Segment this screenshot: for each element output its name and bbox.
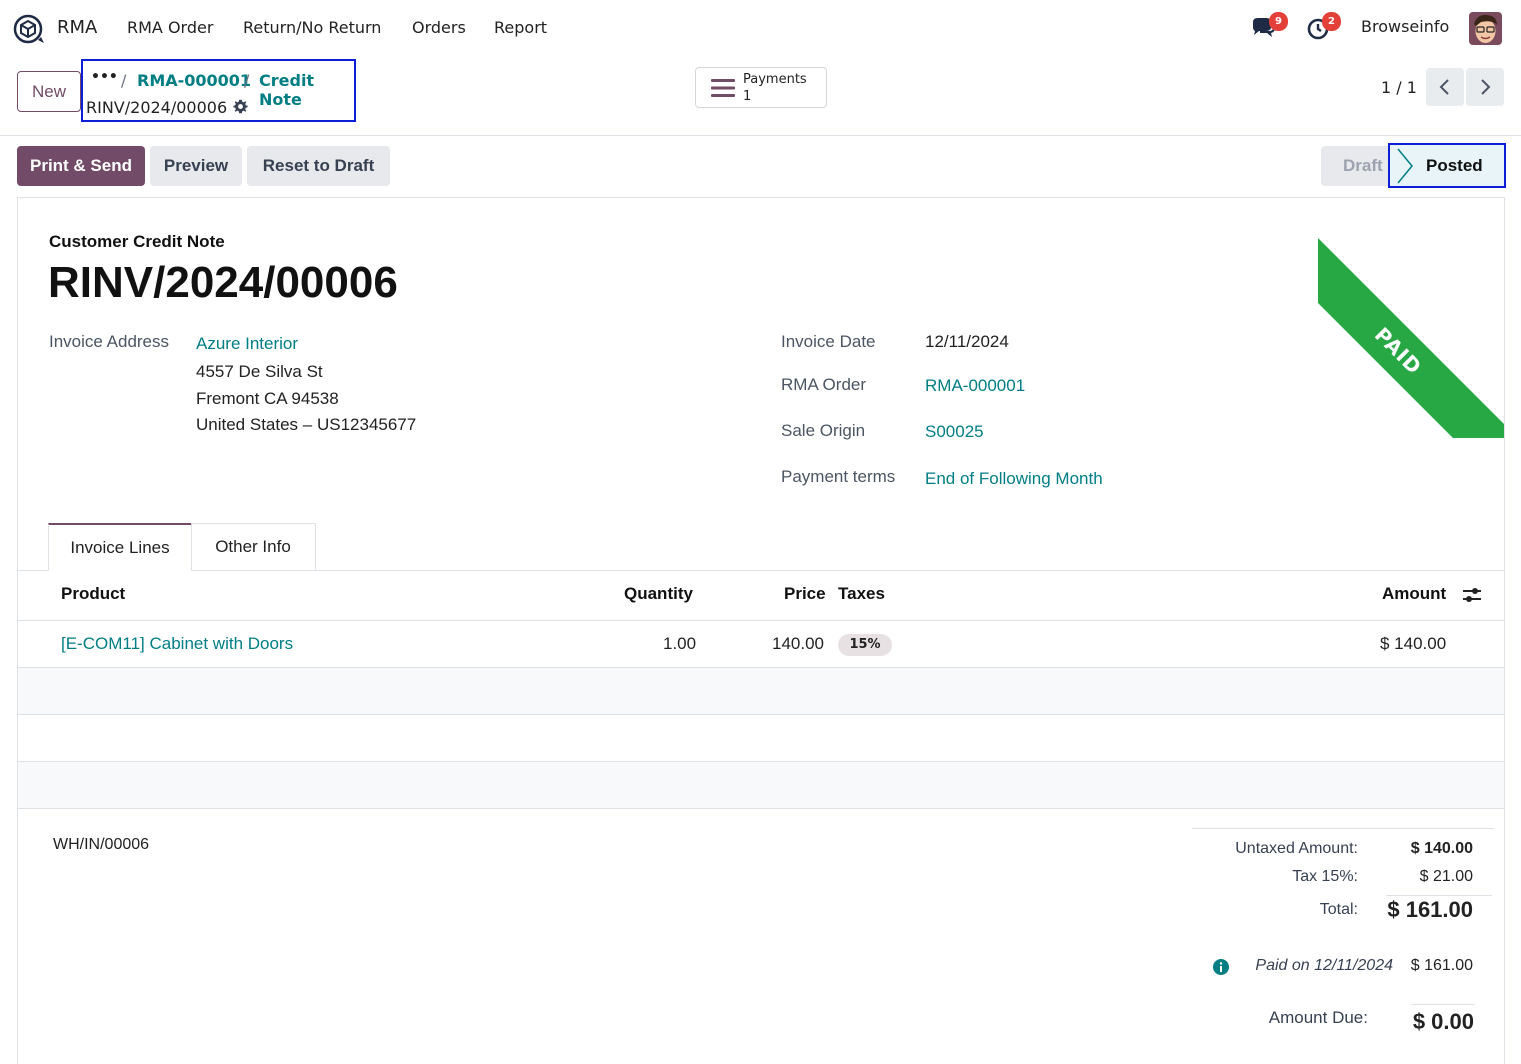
menu-return-no-return[interactable]: Return/No Return (243, 18, 382, 37)
address-line-1: 4557 De Silva St (196, 362, 323, 381)
total-value: $ 161.00 (1387, 897, 1473, 922)
menu-rma-order[interactable]: RMA Order (127, 18, 214, 37)
status-draft[interactable]: Draft (1321, 146, 1393, 186)
breadcrumb-rma-order[interactable]: RMA-000001 (137, 71, 252, 90)
tax-value: $ 21.00 (1419, 868, 1473, 885)
amount-due-divider (1411, 1004, 1475, 1005)
payment-terms-label: Payment terms (781, 467, 896, 486)
sale-origin-label: Sale Origin (781, 421, 866, 440)
untaxed-amount-label: Untaxed Amount: (1235, 840, 1358, 857)
tab-invoice-lines[interactable]: Invoice Lines (48, 523, 192, 571)
pager-value[interactable]: 1 / 1 (1381, 78, 1417, 97)
line-tax-badge[interactable]: 15% (838, 634, 892, 656)
payments-label: Payments (743, 72, 807, 87)
amount-due-value: $ 0.00 (1412, 1009, 1474, 1034)
control-panel: New ••• / RMA-000001 / Credit Note RINV/… (0, 56, 1521, 136)
user-name[interactable]: Browseinfo (1361, 17, 1450, 36)
breadcrumb-more-button[interactable]: ••• (91, 69, 118, 85)
preview-button[interactable]: Preview (150, 146, 242, 186)
tax-label: Tax 15%: (1292, 868, 1358, 885)
payment-terms-link[interactable]: End of Following Month (925, 469, 1103, 488)
table-row-divider (18, 761, 1504, 762)
reference-note[interactable]: WH/IN/00006 (53, 836, 150, 853)
menu-report[interactable]: Report (494, 18, 548, 37)
status-posted[interactable]: Posted (1388, 143, 1506, 188)
chevron-left-icon (1439, 79, 1449, 95)
breadcrumb-credit-note[interactable]: Credit Note (259, 71, 315, 109)
table-row-divider (18, 808, 1504, 809)
list-bars-icon (711, 79, 735, 97)
invoice-date-field[interactable]: 12/11/2024 (925, 332, 1009, 351)
rma-order-label: RMA Order (781, 375, 867, 394)
payments-smart-button[interactable]: Payments 1 (695, 67, 827, 108)
form-sheet: PAID Customer Credit Note RINV/2024/0000… (17, 197, 1505, 1064)
column-taxes[interactable]: Taxes (838, 584, 885, 603)
paid-ribbon: PAID (1318, 198, 1504, 438)
paid-ribbon-label: PAID (1318, 218, 1504, 438)
paid-on-value: $ 161.00 (1410, 957, 1473, 974)
print-send-button[interactable]: Print & Send (17, 146, 145, 186)
column-quantity[interactable]: Quantity (624, 584, 693, 603)
table-row-divider (18, 714, 1504, 715)
app-name[interactable]: RMA (57, 17, 98, 38)
user-avatar[interactable] (1469, 12, 1502, 45)
total-divider (1386, 895, 1492, 896)
amount-due-label: Amount Due: (1268, 1008, 1368, 1027)
pager-previous-button[interactable] (1426, 68, 1464, 106)
chevron-right-icon (1481, 79, 1491, 95)
gear-icon[interactable] (233, 99, 248, 114)
line-amount: $ 140.00 (1380, 634, 1447, 653)
untaxed-amount-value: $ 140.00 (1410, 840, 1473, 857)
tabs-divider (18, 570, 1504, 571)
pager-next-button[interactable] (1466, 68, 1504, 106)
top-navbar: RMA RMA Order Return/No Return Orders Re… (0, 0, 1521, 56)
total-label: Total: (1319, 901, 1358, 918)
document-name: RINV/2024/00006 (48, 258, 398, 307)
address-line-2: Fremont CA 94538 (196, 389, 339, 408)
rma-app-icon[interactable] (12, 12, 46, 46)
optional-columns-icon[interactable] (1461, 584, 1483, 606)
reset-to-draft-button[interactable]: Reset to Draft (247, 146, 390, 186)
tab-other-info[interactable]: Other Info (191, 523, 316, 571)
document-type: Customer Credit Note (49, 232, 225, 251)
info-icon[interactable] (1213, 959, 1229, 975)
empty-table-row (18, 762, 1504, 808)
table-header-divider (18, 620, 1504, 621)
totals-divider (1192, 828, 1494, 829)
invoice-address-label: Invoice Address (49, 332, 170, 351)
breadcrumb-current-record: RINV/2024/00006 (86, 98, 228, 117)
address-line-3: United States – US12345677 (196, 415, 417, 434)
menu-orders[interactable]: Orders (412, 18, 466, 37)
new-button[interactable]: New (17, 71, 81, 112)
breadcrumb: ••• / RMA-000001 / Credit Note RINV/2024… (81, 59, 356, 122)
column-product[interactable]: Product (61, 584, 126, 603)
status-arrow-icon (1397, 148, 1413, 184)
payments-count: 1 (743, 89, 752, 104)
line-product-link[interactable]: [E-COM11] Cabinet with Doors (61, 634, 294, 653)
paid-on-label: Paid on 12/11/2024 (1255, 957, 1393, 974)
activities-count-badge: 2 (1322, 12, 1341, 31)
messages-count-badge: 9 (1269, 12, 1288, 31)
rma-order-link[interactable]: RMA-000001 (925, 376, 1026, 395)
line-price[interactable]: 140.00 (772, 634, 824, 653)
line-quantity[interactable]: 1.00 (663, 634, 697, 653)
table-row-divider (18, 667, 1504, 668)
sale-origin-link[interactable]: S00025 (925, 422, 984, 441)
column-price[interactable]: Price (784, 584, 826, 603)
partner-link[interactable]: Azure Interior (196, 334, 299, 353)
breadcrumb-separator: / (121, 71, 127, 90)
column-amount[interactable]: Amount (1382, 584, 1447, 603)
breadcrumb-separator: / (244, 71, 250, 90)
empty-table-row (18, 668, 1504, 714)
invoice-date-label: Invoice Date (781, 332, 876, 351)
